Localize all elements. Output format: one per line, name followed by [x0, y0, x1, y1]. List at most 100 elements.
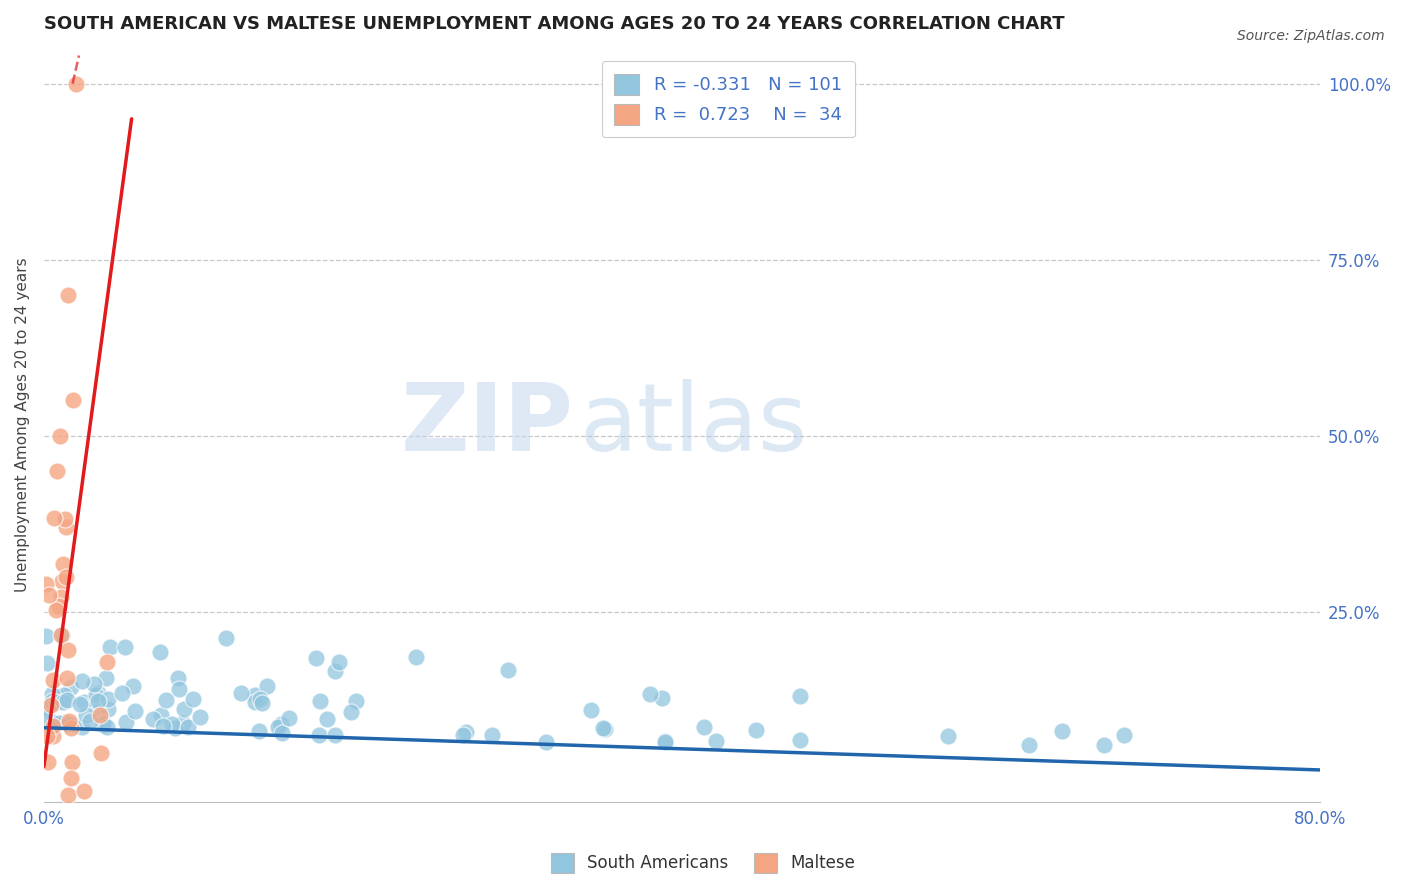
Text: ZIP: ZIP [401, 379, 574, 471]
Point [789, 732, 811, 747]
Legend: R = -0.331   N = 101, R =  0.723    N =  34: R = -0.331 N = 101, R = 0.723 N = 34 [602, 62, 855, 137]
Point [37, 755, 59, 769]
Point [56, 693, 79, 707]
Y-axis label: Unemployment Among Ages 20 to 24 years: Unemployment Among Ages 20 to 24 years [15, 258, 30, 592]
Point [1018, 738, 1040, 752]
Point [83, 677, 105, 691]
Point [38, 588, 60, 602]
Point [52, 690, 75, 705]
Text: SOUTH AMERICAN VS MALTESE UNEMPLOYMENT AMONG AGES 20 TO 24 YEARS CORRELATION CHA: SOUTH AMERICAN VS MALTESE UNEMPLOYMENT A… [44, 15, 1064, 33]
Point [654, 733, 676, 747]
Point [96, 720, 118, 734]
Point [62, 393, 84, 408]
Point [277, 711, 299, 725]
Point [53, 511, 76, 525]
Point [65, 77, 87, 91]
Point [162, 717, 184, 731]
Point [100, 640, 122, 654]
Point [89, 708, 111, 723]
Point [55, 520, 77, 534]
Point [70, 673, 93, 688]
Point [90, 746, 112, 760]
Point [173, 702, 195, 716]
Point [96, 671, 118, 685]
Point [41, 694, 63, 708]
Point [45, 603, 67, 617]
Point [97, 692, 120, 706]
Point [344, 694, 367, 708]
Point [454, 724, 477, 739]
Point [56, 642, 79, 657]
Point [111, 685, 134, 699]
Point [73, 695, 96, 709]
Point [56, 788, 79, 802]
Point [249, 691, 271, 706]
Point [52, 689, 75, 703]
Point [149, 645, 172, 659]
Point [35, 629, 58, 643]
Point [936, 729, 959, 743]
Point [167, 682, 190, 697]
Point [595, 723, 617, 737]
Point [651, 690, 673, 705]
Point [534, 735, 557, 749]
Point [315, 712, 337, 726]
Point [42, 729, 65, 743]
Point [271, 725, 294, 739]
Point [39, 718, 62, 732]
Point [75, 707, 97, 722]
Point [48, 599, 70, 613]
Point [215, 631, 238, 645]
Point [308, 727, 330, 741]
Point [654, 735, 676, 749]
Point [789, 690, 811, 704]
Point [60, 721, 83, 735]
Point [37, 701, 59, 715]
Text: atlas: atlas [579, 379, 808, 471]
Point [42, 719, 65, 733]
Point [309, 694, 332, 708]
Point [124, 704, 146, 718]
Point [87, 686, 110, 700]
Point [121, 679, 143, 693]
Point [73, 784, 96, 798]
Point [51, 628, 73, 642]
Point [405, 650, 427, 665]
Point [693, 720, 716, 734]
Point [305, 650, 328, 665]
Point [34, 703, 56, 717]
Point [35, 729, 58, 743]
Point [183, 692, 205, 706]
Point [579, 702, 602, 716]
Point [339, 705, 361, 719]
Text: Source: ZipAtlas.com: Source: ZipAtlas.com [1237, 29, 1385, 43]
Point [496, 663, 519, 677]
Point [1092, 739, 1115, 753]
Point [592, 721, 614, 735]
Point [745, 723, 768, 738]
Point [52, 557, 75, 571]
Point [328, 655, 350, 669]
Point [49, 428, 72, 442]
Point [56, 287, 79, 301]
Point [188, 710, 211, 724]
Point [52, 695, 75, 709]
Point [35, 576, 58, 591]
Point [44, 510, 66, 524]
Point [166, 672, 188, 686]
Point [60, 755, 83, 769]
Point [91, 718, 114, 732]
Point [323, 664, 346, 678]
Point [86, 701, 108, 715]
Point [41, 714, 63, 729]
Point [69, 697, 91, 711]
Point [70, 720, 93, 734]
Point [48, 715, 70, 730]
Point [58, 714, 80, 728]
Point [42, 673, 65, 687]
Point [481, 728, 503, 742]
Point [267, 720, 290, 734]
Point [155, 692, 177, 706]
Point [247, 724, 270, 739]
Point [58, 717, 80, 731]
